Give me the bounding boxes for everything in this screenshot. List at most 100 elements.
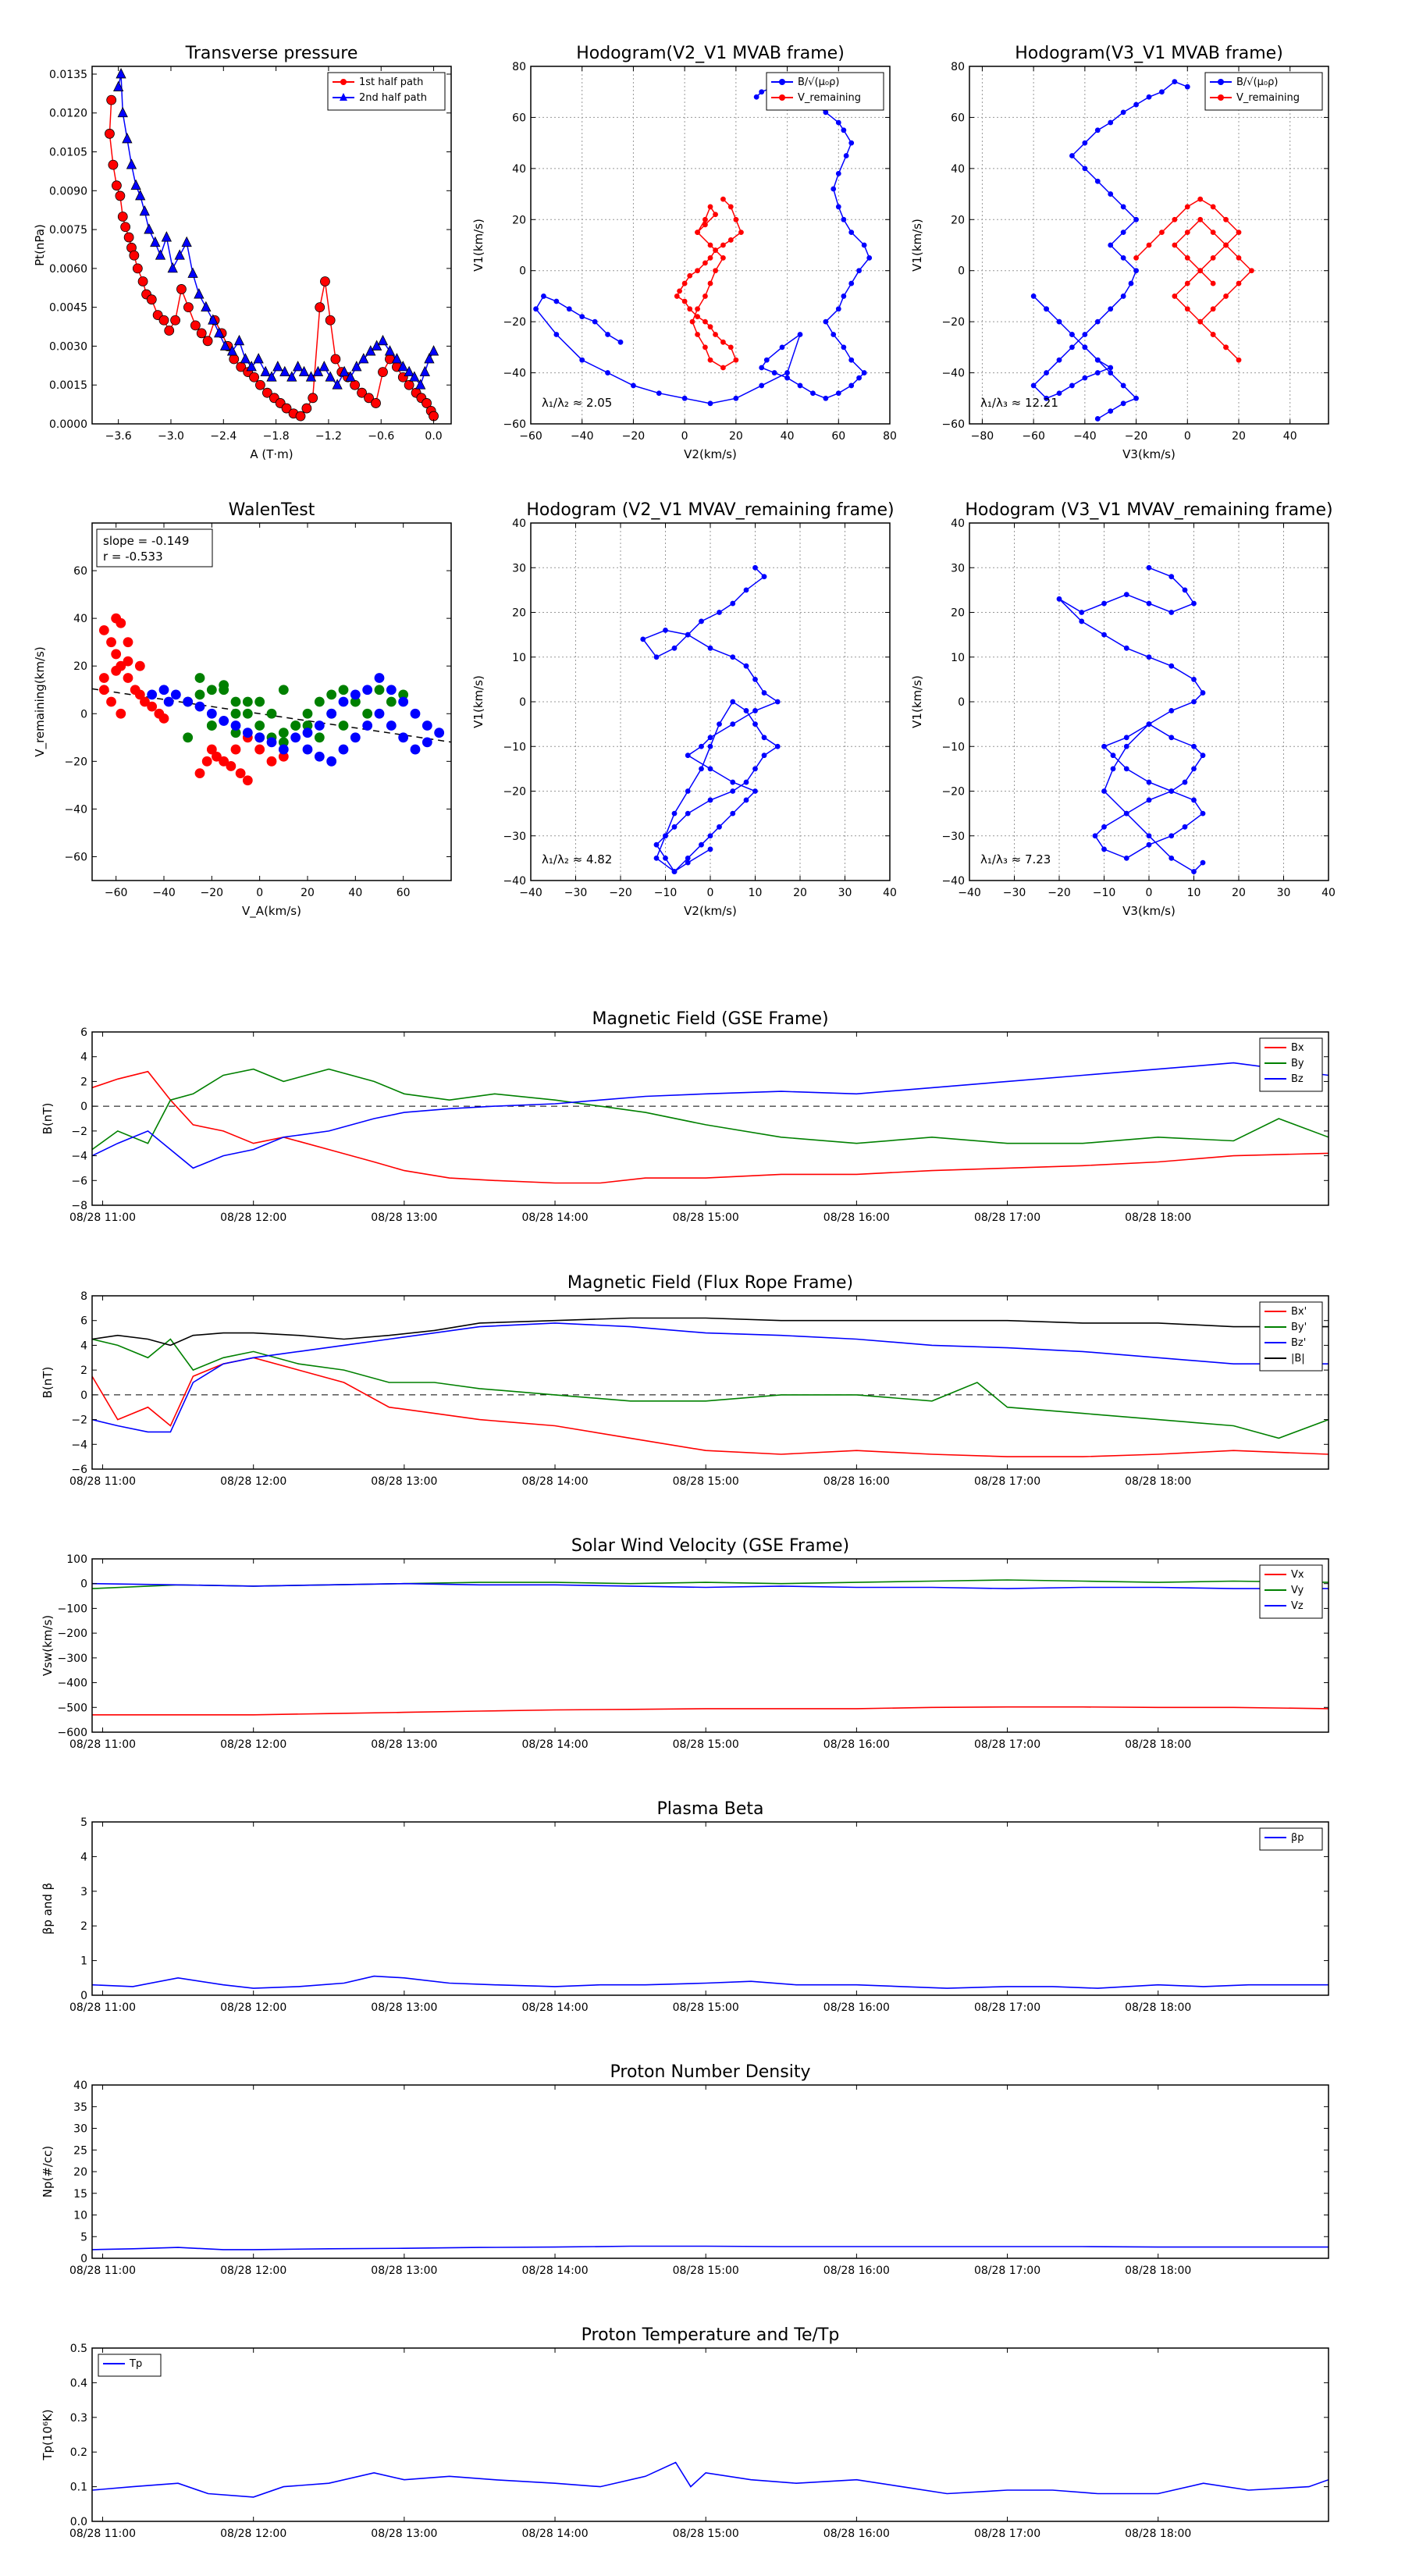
x-tick-label: 08/28 18:00 — [1125, 2528, 1191, 2540]
data-point — [759, 89, 765, 95]
data-point — [1069, 332, 1075, 337]
x-tick-label: 40 — [781, 430, 795, 443]
legend-label: V_remaining — [798, 92, 861, 104]
data-point — [1197, 216, 1204, 222]
data-point — [702, 222, 708, 228]
data-point — [1120, 294, 1126, 299]
data-point — [351, 361, 362, 372]
data-point — [1082, 344, 1088, 350]
y-tick-label: 6 — [80, 1026, 87, 1039]
x-tick-label: 20 — [729, 430, 743, 443]
y-tick-label: −20 — [941, 316, 965, 329]
axes-frame — [91, 522, 452, 881]
data-point — [553, 298, 560, 304]
data-point — [286, 371, 297, 382]
legend-label: B/√(μ₀ρ) — [798, 76, 839, 88]
plot-area — [533, 84, 873, 407]
y-tick-label: −400 — [58, 1678, 87, 1690]
y-tick-label: 4 — [80, 1051, 87, 1064]
legend-label: B/√(μ₀ρ) — [1236, 76, 1278, 88]
chart-title: Proton Temperature and Te/Tp — [582, 2325, 840, 2345]
legend-label: By — [1291, 1058, 1304, 1069]
data-point — [230, 696, 241, 707]
data-point — [1182, 779, 1188, 785]
y-tick-label: −40 — [64, 803, 87, 816]
chart-title: Plasma Beta — [657, 1799, 764, 1819]
data-point — [1146, 600, 1152, 607]
plot-area — [92, 613, 451, 786]
data-point — [1236, 254, 1242, 261]
plot-area — [92, 1317, 1329, 1457]
data-point — [1069, 344, 1075, 350]
x-tick-label: 08/28 18:00 — [1125, 1475, 1191, 1488]
data-point — [164, 326, 175, 336]
data-point — [116, 617, 126, 628]
y-tick-label: −8 — [71, 1200, 87, 1212]
x-tick-label: −20 — [1125, 430, 1148, 443]
data-point — [1197, 268, 1204, 274]
data-point — [743, 587, 749, 593]
y-tick-label: −40 — [941, 875, 965, 888]
data-point — [246, 361, 257, 372]
data-point — [314, 720, 325, 731]
x-tick-label: −40 — [1073, 430, 1097, 443]
data-point — [422, 737, 432, 748]
data-point — [371, 340, 382, 350]
x-tick-label: −30 — [564, 887, 588, 899]
data-point — [1110, 766, 1116, 772]
y-tick-label: 40 — [951, 518, 965, 530]
data-point — [254, 744, 265, 755]
series-bz — [92, 1062, 1329, 1169]
axes-frame — [91, 1821, 1329, 1996]
data-point — [181, 236, 192, 247]
data-point — [707, 204, 713, 210]
data-point — [730, 810, 736, 817]
data-point — [699, 766, 704, 772]
data-point — [1123, 645, 1129, 651]
data-point — [326, 689, 337, 700]
data-point — [120, 222, 131, 233]
y-tick-label: 100 — [66, 1553, 87, 1566]
data-point — [707, 400, 713, 407]
legend: B/√(μ₀ρ) V_remaining — [1204, 72, 1323, 111]
series-line — [92, 2461, 1329, 2498]
data-point — [202, 336, 213, 347]
data-point — [1191, 797, 1197, 803]
x-tick-label: −30 — [1003, 887, 1026, 899]
x-tick-label: 08/28 15:00 — [673, 2265, 739, 2277]
data-point — [713, 212, 718, 218]
data-point — [835, 170, 841, 176]
x-tick-label: 08/28 15:00 — [673, 1738, 739, 1751]
y-tick-label: −500 — [58, 1702, 87, 1714]
data-point — [242, 728, 253, 738]
data-point — [147, 701, 158, 712]
data-point — [194, 701, 205, 712]
legend-marker — [340, 93, 347, 101]
series-by- — [92, 1338, 1329, 1439]
y-tick-label: 0.5 — [70, 2343, 87, 2355]
y-tick-label: −60 — [941, 418, 965, 431]
data-point — [653, 855, 660, 861]
plot-area — [92, 1579, 1329, 1716]
x-axis-label: V_A(km/s) — [242, 904, 301, 919]
series-bz- — [92, 1322, 1329, 1433]
legend-label: V_remaining — [1236, 92, 1300, 104]
y-axis-label: V1(km/s) — [471, 675, 486, 728]
data-point — [1094, 357, 1101, 363]
x-tick-label: 08/28 13:00 — [371, 2265, 437, 2277]
y-tick-label: −100 — [58, 1603, 87, 1615]
data-point — [194, 689, 205, 700]
data-point — [720, 365, 726, 371]
data-point — [841, 294, 847, 299]
y-tick-label: 40 — [73, 613, 87, 625]
data-point — [1133, 395, 1139, 401]
data-point — [386, 696, 397, 707]
y-tick-label: 30 — [512, 562, 526, 575]
data-point — [1191, 600, 1197, 607]
data-point — [759, 365, 765, 371]
x-tick-label: 08/28 15:00 — [673, 2528, 739, 2540]
y-tick-label: 1 — [80, 1955, 87, 1968]
data-point — [302, 728, 313, 738]
series--b- — [92, 1317, 1329, 1347]
